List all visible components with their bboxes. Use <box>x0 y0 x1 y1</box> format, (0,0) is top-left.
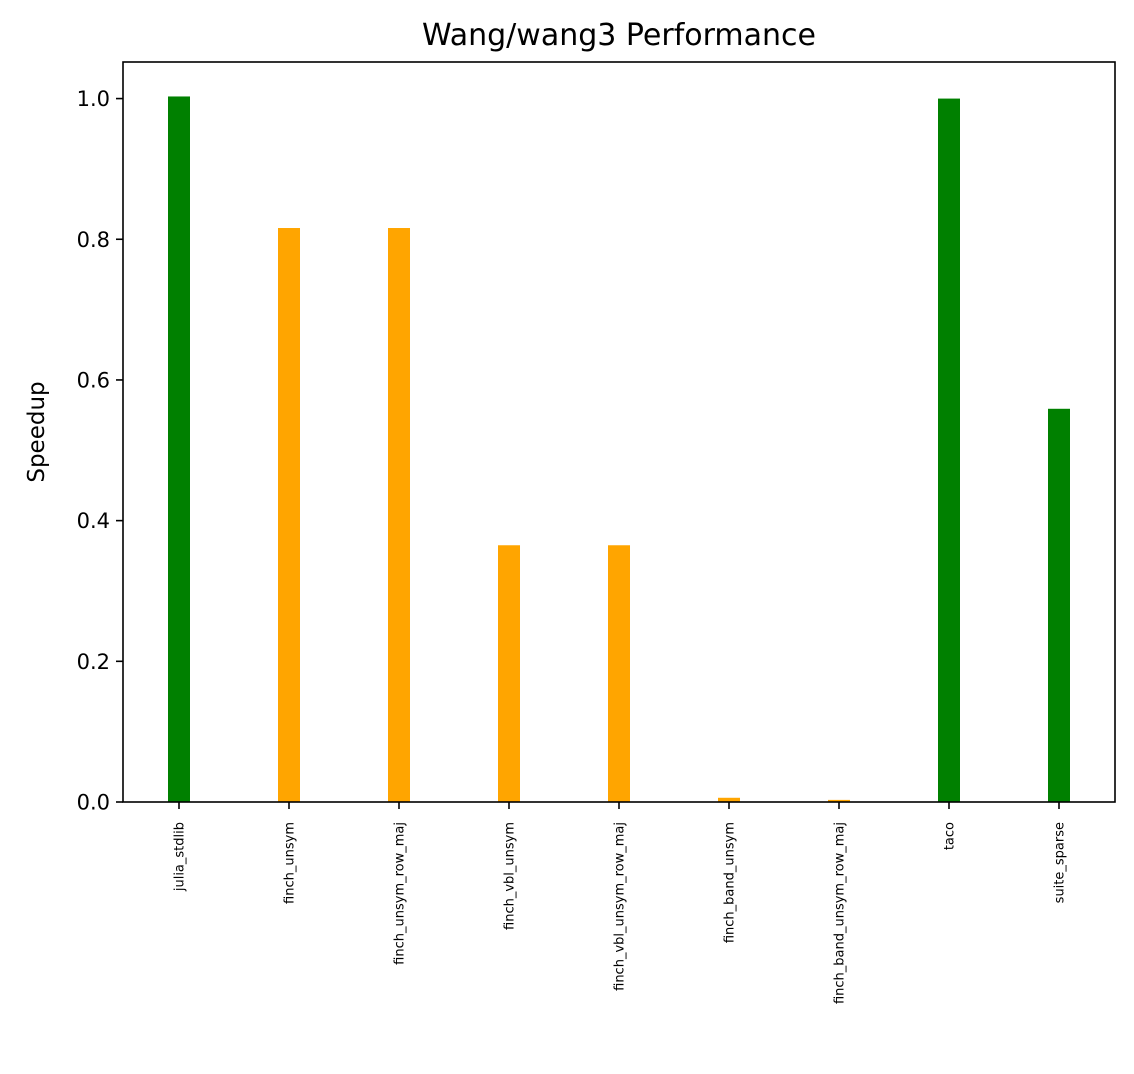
bar-finch-band-unsym <box>718 797 740 802</box>
x-tick-label: finch_vbl_unsym_row_maj <box>613 822 628 991</box>
x-tick-label: finch_band_unsym <box>723 822 738 943</box>
x-tick-label: finch_vbl_unsym <box>503 822 518 930</box>
bar-taco <box>938 98 960 803</box>
bar-finch-unsym-row-maj <box>388 228 410 803</box>
y-tick-label: 0.2 <box>77 650 110 674</box>
x-tick-label: finch_unsym_row_maj <box>393 822 408 965</box>
x-tick-label: suite_sparse <box>1053 822 1068 903</box>
y-axis: 0.0 0.2 0.4 0.6 0.8 1.0 <box>77 87 123 815</box>
y-tick-label: 0.4 <box>77 509 110 533</box>
y-tick-label: 0.8 <box>77 228 110 252</box>
y-tick-label: 1.0 <box>77 87 110 111</box>
bars-layer <box>168 96 1070 803</box>
bar-finch-band-unsym-row-maj <box>828 799 850 802</box>
plot-frame <box>122 61 1116 803</box>
y-axis-label: Speedup <box>24 381 50 482</box>
bar-finch-vbl-unsym-row-maj <box>608 545 630 802</box>
x-tick-label: taco <box>943 822 958 850</box>
bar-finch-unsym <box>278 228 300 803</box>
x-axis: julia_stdlib finch_unsym finch_unsym_row_m… <box>173 802 1068 1004</box>
x-tick-label: finch_band_unsym_row_maj <box>833 822 848 1004</box>
bar-finch-vbl-unsym <box>498 545 520 802</box>
x-tick-label: julia_stdlib <box>173 822 188 892</box>
x-tick-label: finch_unsym <box>283 822 298 904</box>
bar-julia-stdlib <box>168 96 190 803</box>
y-tick-label: 0.6 <box>77 368 110 392</box>
y-tick-label: 0.0 <box>77 791 110 815</box>
chart-title: Wang/wang3 Performance <box>422 18 816 53</box>
bar-suite-sparse <box>1048 408 1070 802</box>
